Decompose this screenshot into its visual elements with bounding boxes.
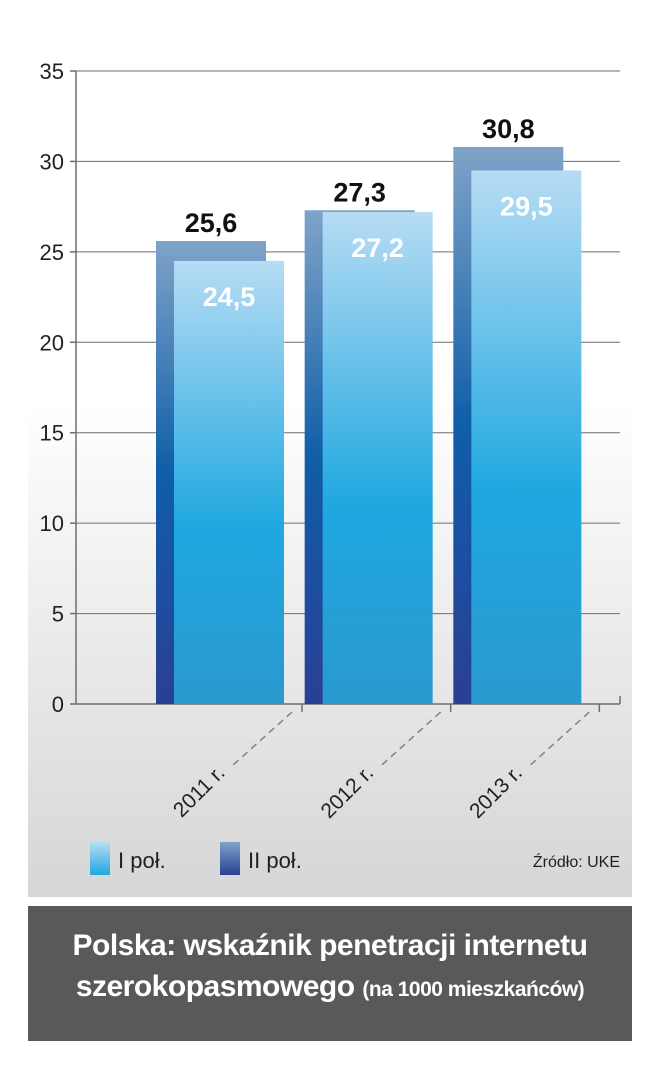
data-label-ii-pol: 27,3 [333,177,386,207]
x-tick-label: 2013 r. [465,761,527,823]
data-label-i-pol: 24,5 [203,282,256,312]
data-label-i-pol: 29,5 [500,191,553,221]
chart-title-main: szerokopasmowego [75,970,355,1003]
y-tick-label: 5 [52,602,64,627]
x-axis: 2011 r. 2012 r. 2013 r. [169,696,621,823]
x-tick-leader [231,711,293,767]
data-label-ii-pol: 25,6 [185,208,238,238]
x-tick-leader [380,711,442,767]
legend-label-ii-pol: II poł. [248,848,302,873]
legend-swatch-i-pol [90,842,110,875]
x-tick-label: 2011 r. [169,761,230,822]
bar-i-pol [174,260,284,704]
chart-title-line2: szerokopasmowego (na 1000 mieszkańców) [28,966,632,1011]
bar-i-pol [471,170,582,704]
data-label-i-pol: 27,2 [351,233,404,263]
y-tick-label: 10 [40,511,64,536]
legend-swatch-ii-pol [220,842,240,875]
chart-panel: 0 5 10 15 20 25 30 35 25,6 24,5 27,3 27,2 30,8 29,5 … [28,0,632,897]
y-tick-label: 20 [40,330,64,355]
y-tick-label: 30 [40,149,64,174]
data-label-ii-pol: 30,8 [482,114,535,144]
y-tick-label: 25 [40,240,64,265]
y-tick-label: 35 [40,59,64,84]
legend: I poł. II poł. [90,842,302,875]
bars-layer: 25,6 24,5 27,3 27,2 30,8 29,5 [156,114,582,704]
x-tick-label: 2012 r. [317,761,379,823]
chart-title-box: Polska: wskaźnik penetracji internetu sz… [28,906,632,1041]
y-tick-label: 0 [52,692,64,717]
legend-label-i-pol: I poł. [118,848,166,873]
chart-title-unit: (na 1000 mieszkańców) [362,978,585,1001]
chart-title-line1: Polska: wskaźnik penetracji internetu [72,929,588,962]
bar-i-pol [322,212,433,704]
source-note: Źródło: UKE [533,852,620,871]
y-tick-label: 15 [40,421,64,446]
x-tick-leader [528,711,590,767]
